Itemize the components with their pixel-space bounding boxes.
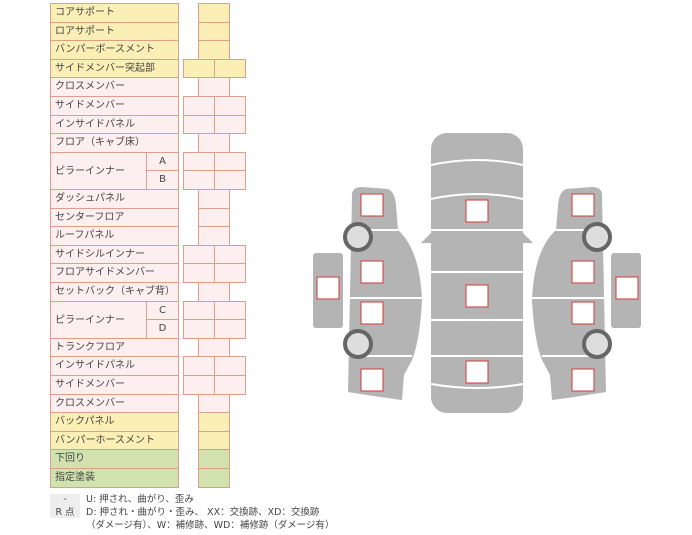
legend-text: U: 押され、曲がり、歪み — [86, 494, 194, 505]
damage-marker-box[interactable] — [360, 368, 384, 392]
car-top-arrow — [523, 233, 533, 243]
check-cell[interactable] — [214, 114, 246, 135]
car-top-arrow — [421, 233, 431, 243]
car-right-body — [532, 187, 606, 400]
legend-item: （ダメージ有）、W：補修跡、WD：補修跡（ダメージ有） — [50, 517, 334, 531]
damage-marker-box[interactable] — [360, 260, 384, 284]
car-left-body — [348, 187, 422, 400]
check-cell[interactable] — [214, 319, 246, 339]
wheel-icon — [582, 222, 612, 252]
row-label: ピラーインナー — [50, 151, 147, 190]
check-cell[interactable] — [214, 58, 246, 79]
check-cell[interactable] — [214, 263, 246, 283]
damage-marker-box[interactable] — [571, 193, 595, 217]
check-cell[interactable] — [198, 468, 230, 488]
legend-tag: - — [50, 494, 80, 505]
damage-marker-box[interactable] — [360, 193, 384, 217]
row-label: ピラーインナー — [50, 300, 147, 339]
damage-marker-box[interactable] — [465, 199, 489, 223]
legend-item: - U: 押され、曲がり、歪み — [50, 491, 194, 505]
check-cell[interactable] — [214, 375, 246, 395]
check-cell[interactable] — [214, 170, 246, 190]
damage-marker-box[interactable] — [615, 276, 639, 300]
damage-marker-box[interactable] — [465, 284, 489, 308]
damage-marker-box[interactable] — [316, 276, 340, 300]
row-label: 指定塗装 — [50, 468, 179, 488]
wheel-icon — [343, 329, 373, 359]
wheel-icon — [343, 222, 373, 252]
legend-text: D: 押され・曲がり・歪み、 XX：交換跡、XD：交換跡 — [86, 507, 320, 518]
wheel-icon — [582, 329, 612, 359]
legend-tag: R 点 — [50, 504, 80, 518]
damage-marker-box[interactable] — [571, 368, 595, 392]
damage-marker-box[interactable] — [571, 260, 595, 284]
damage-marker-box[interactable] — [360, 301, 384, 325]
legend-item: R 点 D: 押され・曲がり・歪み、 XX：交換跡、XD：交換跡 — [50, 504, 319, 518]
damage-marker-box[interactable] — [571, 301, 595, 325]
legend-text: （ダメージ有）、W：補修跡、WD：補修跡（ダメージ有） — [86, 520, 335, 531]
damage-marker-box[interactable] — [465, 360, 489, 384]
